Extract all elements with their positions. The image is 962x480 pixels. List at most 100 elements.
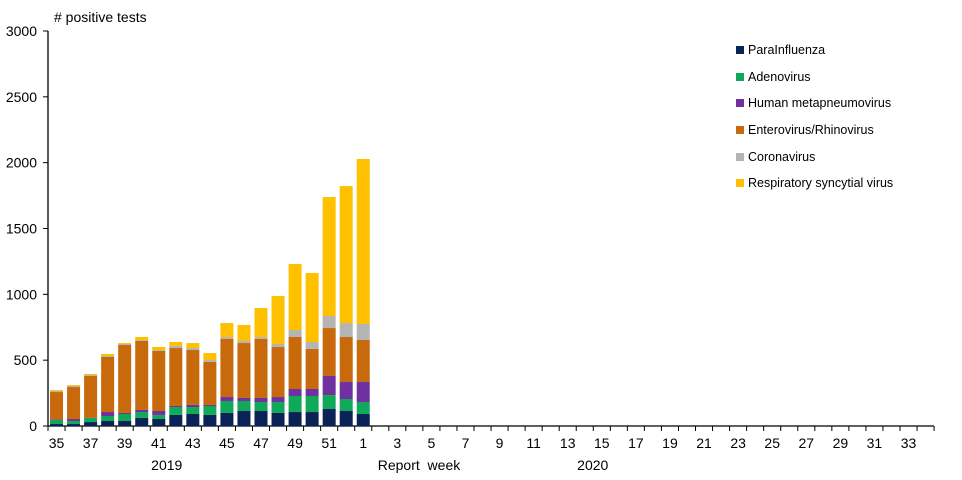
bar-segment-respiratory-syncytial-virus [203,353,217,361]
bar-segment-coronavirus [322,316,336,329]
bar-segment-adenovirus [118,414,132,421]
bar-segment-human-metapneumovirus [118,412,132,415]
bar-segment-coronavirus [271,343,285,347]
bar-segment-coronavirus [339,323,353,337]
x-tick-label: 27 [798,435,814,451]
bar-stack [237,325,251,426]
y-tick-label: 1000 [6,286,37,302]
y-tick-label: 0 [29,418,37,434]
bar-segment-coronavirus [67,385,81,388]
bar-segment-enterovirus-rhinovirus [288,336,302,390]
bar-segment-parainfluenza [67,424,81,426]
bar-segment-human-metapneumovirus [254,397,268,403]
bar-segment-human-metapneumovirus [322,375,336,396]
bar-segment-adenovirus [135,412,149,418]
bar-segment-respiratory-syncytial-virus [169,341,183,346]
bar-segment-respiratory-syncytial-virus [118,343,132,344]
x-tick-label: 39 [117,435,133,451]
bar-segment-respiratory-syncytial-virus [237,325,251,341]
bar-segment-human-metapneumovirus [220,397,234,401]
x-tick-label: 13 [560,435,576,451]
bar-segment-adenovirus [169,407,183,415]
bar-segment-coronavirus [305,341,319,349]
bar-segment-human-metapneumovirus [237,397,251,401]
bar-segment-enterovirus-rhinovirus [135,340,149,410]
year-labels: 2019 2020 [151,457,608,473]
bar-stack [271,296,285,426]
bar-segment-adenovirus [84,417,98,423]
bar-segment-respiratory-syncytial-virus [339,186,353,324]
bar-segment-adenovirus [305,395,319,413]
x-tick-label: 43 [185,435,201,451]
bar-segment-respiratory-syncytial-virus [271,296,285,344]
bar-segment-adenovirus [254,402,268,411]
bar-segment-human-metapneumovirus [203,404,217,406]
bar-segment-enterovirus-rhinovirus [220,338,234,398]
x-tick-label: 33 [901,435,917,451]
x-tick-label: 37 [83,435,99,451]
year-label: 2019 [151,457,182,473]
y-axis-title: # positive tests [54,9,147,25]
bar-segment-parainfluenza [288,412,302,426]
bar-segment-coronavirus [356,323,370,341]
legend-item: Adenovirus [736,64,893,91]
legend-label: Coronavirus [748,149,816,164]
bar-stack [220,323,234,426]
bar-segment-respiratory-syncytial-virus [288,264,302,331]
bar-segment-respiratory-syncytial-virus [322,197,336,317]
bar-segment-parainfluenza [254,410,268,426]
bar-segment-respiratory-syncytial-virus [84,373,98,376]
x-axis: 35 37 39 41 43 45 47 49 51 1 3 5 7 9 11 13 15 17 19 21 23 25 2… [47,425,935,451]
bar-segment-coronavirus [288,330,302,337]
x-tick-label: 51 [321,435,337,451]
legend-item: ParaInfluenza [736,37,893,64]
bar-segment-human-metapneumovirus [356,382,370,403]
bar-stack [50,390,64,426]
legend-item: Human metapneumovirus [736,90,893,117]
bar-segment-parainfluenza [101,420,115,426]
bar-segment-parainfluenza [271,412,285,426]
bar-segment-parainfluenza [339,410,353,426]
bar-segment-adenovirus [67,420,81,425]
legend-swatch [736,152,744,161]
bar-stack [135,336,149,426]
bar-segment-adenovirus [152,414,166,420]
bar-segment-human-metapneumovirus [50,419,64,420]
bar-segment-parainfluenza [84,422,98,426]
bar-segment-parainfluenza [237,410,251,426]
bar-segment-parainfluenza [186,414,200,426]
bar-stack [84,373,98,426]
bar-segment-parainfluenza [152,419,166,426]
bar-segment-enterovirus-rhinovirus [254,338,268,398]
x-tick-label: 17 [628,435,644,451]
legend-item: Coronavirus [736,143,893,170]
bar-segment-human-metapneumovirus [339,382,353,400]
bar-segment-enterovirus-rhinovirus [203,362,217,405]
bar-stack [356,158,370,426]
bar-segment-respiratory-syncytial-virus [356,158,370,324]
y-axis: 0 500 1000 1500 2000 2500 3000 [6,23,49,434]
bar-segment-human-metapneumovirus [288,389,302,396]
bar-segment-human-metapneumovirus [186,404,200,408]
x-tick-label: 7 [462,435,470,451]
x-tick-label: 47 [253,435,269,451]
bar-segment-adenovirus [356,402,370,415]
bar-segment-enterovirus-rhinovirus [67,387,81,420]
bar-stack [101,353,115,426]
x-tick-label: 41 [151,435,167,451]
bar-segment-enterovirus-rhinovirus [101,357,115,413]
bar-segment-respiratory-syncytial-virus [101,353,115,356]
bar-segment-enterovirus-rhinovirus [271,347,285,398]
legend-label: Respiratory syncytial virus [748,176,894,191]
x-tick-label: 9 [496,435,504,451]
bar-stack [152,347,166,426]
bar-segment-adenovirus [203,405,217,415]
bar-segment-respiratory-syncytial-virus [152,347,166,351]
bar-segment-enterovirus-rhinovirus [322,328,336,376]
year-label: 2020 [577,457,608,473]
bar-segment-coronavirus [118,343,132,346]
bar-segment-adenovirus [186,407,200,415]
bar-segment-parainfluenza [135,417,149,426]
bar-segment-enterovirus-rhinovirus [152,350,166,411]
